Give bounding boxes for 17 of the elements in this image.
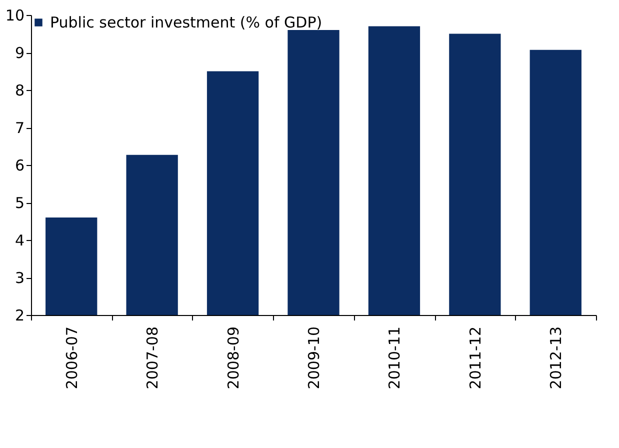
y-tick-label: 2 bbox=[14, 306, 24, 324]
y-tick-label: 7 bbox=[14, 119, 24, 137]
x-tick-label: 2012-13 bbox=[547, 326, 566, 390]
legend-label: Public sector investment (% of GDP) bbox=[50, 14, 322, 32]
x-tick-label: 2008-09 bbox=[224, 326, 242, 390]
y-tick-label: 6 bbox=[14, 156, 24, 174]
x-tick-label: 2009-10 bbox=[305, 326, 323, 390]
x-tick-label: 2011-12 bbox=[466, 326, 484, 390]
y-tick-label: 8 bbox=[14, 82, 24, 100]
x-tick-label: 2006-07 bbox=[62, 326, 81, 390]
y-tick-label: 4 bbox=[14, 232, 24, 250]
x-tick-label: 2007-08 bbox=[144, 326, 162, 390]
y-tick-label: 9 bbox=[14, 44, 24, 62]
y-tick-label: 5 bbox=[14, 194, 24, 212]
y-tick-label: 10 bbox=[5, 6, 24, 24]
y-tick-label: 3 bbox=[14, 269, 24, 287]
x-tick-label: 2010-11 bbox=[386, 326, 404, 390]
